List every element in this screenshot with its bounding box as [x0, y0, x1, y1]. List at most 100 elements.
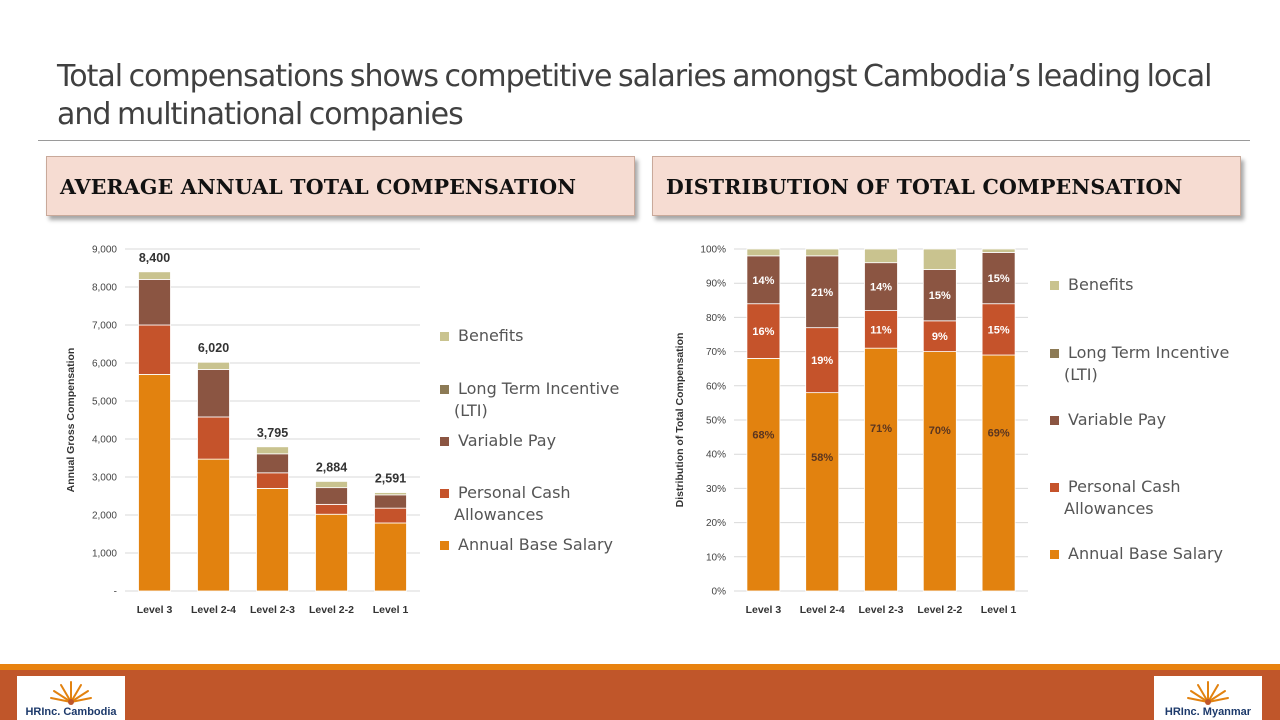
y-tick-label: 70% — [706, 347, 726, 358]
footer-bar — [0, 664, 1280, 720]
total-label: 8,400 — [139, 251, 170, 265]
bar-variable-pay-level-2-4 — [197, 369, 230, 418]
legend-label: Allowances — [454, 505, 544, 524]
bar-annual-base-salary-level-2-4 — [805, 392, 840, 592]
bar-annual-base-salary-level-1 — [981, 354, 1016, 592]
total-label: 6,020 — [198, 341, 229, 355]
bar-personal-cash-allowances-level-1 — [374, 507, 407, 524]
y-tick-label: 3,000 — [92, 473, 117, 484]
data-label: 14% — [752, 275, 774, 287]
legend-swatch-lti — [1050, 349, 1059, 358]
data-label: 15% — [988, 273, 1010, 285]
legend-swatch-variable-pay — [1050, 416, 1059, 425]
legend-swatch-benefits — [440, 332, 449, 341]
data-label: 69% — [988, 427, 1010, 439]
sunburst-logo-icon — [50, 681, 92, 705]
bar-benefits-level-3 — [746, 248, 781, 257]
bar-personal-cash-allowances-level-2-4 — [197, 416, 230, 460]
bar-benefits-level-2-4 — [805, 248, 840, 257]
bar-benefits-level-1 — [374, 492, 407, 496]
data-label: 58% — [811, 452, 833, 464]
y-tick-label: 2,000 — [92, 511, 117, 522]
y-tick-label: 1,000 — [92, 549, 117, 560]
x-tick-label: Level 3 — [746, 604, 782, 616]
data-label: 14% — [870, 282, 892, 294]
bar-benefits-level-2-2 — [922, 248, 957, 270]
bar-benefits-level-2-3 — [864, 248, 898, 264]
legend-label: Benefits — [458, 326, 524, 345]
title-divider — [38, 140, 1250, 141]
legend-label: Annual Base Salary — [458, 535, 613, 554]
bar-personal-cash-allowances-level-1 — [981, 303, 1016, 356]
section-header-label: AVERAGE ANNUAL TOTAL COMPENSATION — [60, 175, 577, 199]
section-header-average-compensation: AVERAGE ANNUAL TOTAL COMPENSATION — [46, 156, 635, 216]
bar-benefits-level-2-3 — [256, 446, 289, 455]
total-label: 2,884 — [316, 460, 347, 474]
legend-label: Variable Pay — [458, 431, 556, 450]
legend-label: (LTI) — [1064, 365, 1098, 384]
legend-swatch-variable-pay — [440, 437, 449, 446]
legend-swatch-annual-base-salary — [1050, 550, 1059, 559]
x-tick-label: Level 2-3 — [859, 604, 904, 616]
bar-benefits-level-2-4 — [197, 361, 230, 370]
bar-annual-base-salary-level-2-3 — [864, 347, 898, 592]
bar-personal-cash-allowances-level-2-3 — [864, 310, 898, 349]
bar-annual-base-salary-level-2-4 — [197, 458, 230, 592]
legend-label: (LTI) — [454, 401, 488, 420]
y-tick-label: 100% — [700, 245, 726, 256]
legend-label: Annual Base Salary — [1068, 544, 1223, 563]
legend-label: Long Term Incentive — [458, 379, 619, 398]
legend-swatch-lti — [440, 385, 449, 394]
bar-variable-pay-level-2-2 — [922, 269, 957, 322]
y-tick-label: 60% — [706, 381, 726, 392]
y-tick-label: 0% — [712, 587, 727, 598]
bar-variable-pay-level-3 — [746, 255, 781, 305]
y-tick-label: 6,000 — [92, 359, 117, 370]
x-tick-label: Level 2-2 — [917, 604, 962, 616]
legend-label: Variable Pay — [1068, 410, 1166, 429]
legend-label: Long Term Incentive — [1068, 343, 1229, 362]
data-label: 9% — [932, 331, 948, 343]
total-label: 3,795 — [257, 426, 288, 440]
bar-variable-pay-level-2-2 — [315, 487, 348, 505]
y-tick-label: 50% — [706, 416, 726, 427]
legend-label: Allowances — [1064, 499, 1154, 518]
bar-variable-pay-level-3 — [138, 279, 171, 326]
logo-text: HRInc. Myanmar — [1164, 706, 1252, 718]
data-label: 70% — [929, 425, 951, 437]
bar-annual-base-salary-level-2-3 — [256, 487, 289, 592]
bar-personal-cash-allowances-level-2-2 — [922, 320, 957, 353]
y-tick-label: 7,000 — [92, 321, 117, 332]
y-tick-label: 8,000 — [92, 283, 117, 294]
page-title: Total compensations shows competitive sa… — [57, 59, 1212, 132]
y-tick-label: - — [114, 587, 117, 598]
bar-annual-base-salary-level-3 — [746, 358, 781, 592]
data-label: 11% — [870, 324, 892, 336]
bar-benefits-level-3 — [138, 271, 171, 280]
bar-annual-base-salary-level-3 — [138, 373, 171, 592]
legend-label: Personal Cash — [1068, 477, 1181, 496]
bar-variable-pay-level-1 — [374, 494, 407, 509]
logo-hrinc-cambodia: HRInc. Cambodia — [17, 676, 125, 720]
data-label: 71% — [870, 423, 892, 435]
section-header-distribution: DISTRIBUTION OF TOTAL COMPENSATION — [652, 156, 1241, 216]
legend-label: Personal Cash — [458, 483, 571, 502]
bar-annual-base-salary-level-2-2 — [922, 351, 957, 592]
bar-annual-base-salary-level-2-2 — [315, 513, 348, 592]
sunburst-logo-icon — [1187, 681, 1229, 705]
bar-personal-cash-allowances-level-2-2 — [315, 503, 348, 515]
x-tick-label: Level 2-2 — [309, 604, 354, 616]
distribution-chart: 0% 10% 20% 30% 40% 50% 60% 70% 80% 90% 100% Distrib… — [674, 245, 1229, 617]
average-compensation-chart: - 1,000 2,000 3,000 4,000 5,000 6,000 7,000 8,00… — [65, 245, 619, 617]
bar-benefits-level-2-2 — [315, 481, 348, 489]
x-tick-label: Level 2-3 — [250, 604, 295, 616]
bar-variable-pay-level-1 — [981, 252, 1016, 305]
x-tick-label: Level 3 — [137, 604, 173, 616]
logo-text: HRInc. Cambodia — [25, 706, 117, 718]
bar-personal-cash-allowances-level-2-3 — [256, 472, 289, 489]
data-label: 21% — [811, 287, 833, 299]
y-tick-label: 20% — [706, 518, 726, 529]
y-tick-label: 10% — [706, 552, 726, 563]
logo-hrinc-myanmar: HRInc. Myanmar — [1154, 676, 1262, 720]
y-tick-label: 90% — [706, 279, 726, 290]
